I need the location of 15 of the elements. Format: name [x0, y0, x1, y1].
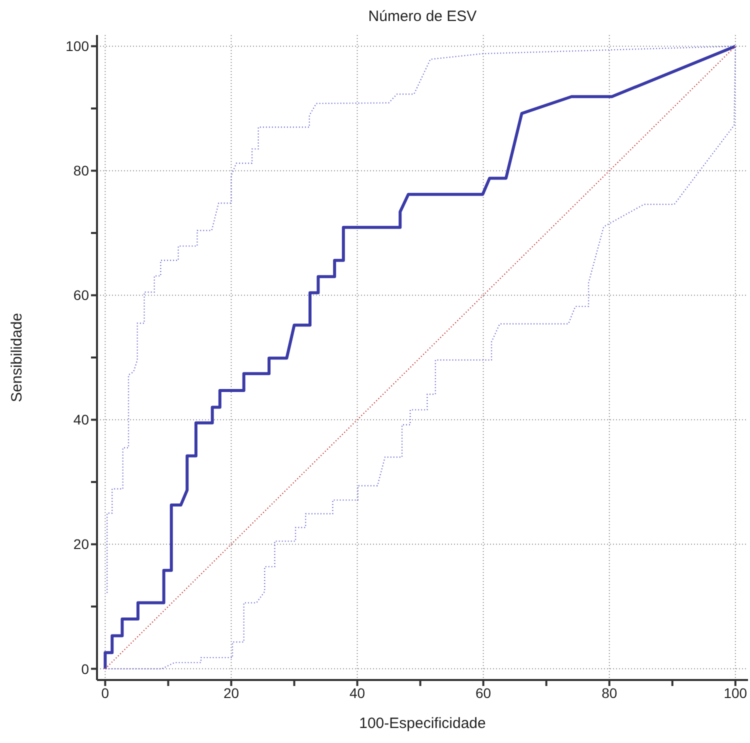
y-tick-label: 60: [73, 287, 90, 304]
chart-title: Número de ESV: [367, 8, 478, 25]
y-tick-label: 80: [73, 162, 90, 179]
x-tick-label: 20: [223, 684, 240, 701]
x-tick-label: 60: [476, 684, 492, 701]
x-axis-title: 100-Especificidade: [359, 715, 486, 732]
y-tick-label: 40: [73, 412, 90, 428]
x-tick-label: 80: [602, 684, 618, 701]
x-tick-label: 0: [101, 684, 110, 701]
y-axis-title: Sensibilidade: [8, 312, 26, 402]
x-tick-label: 40: [349, 684, 366, 701]
y-tick-label: 100: [66, 38, 90, 54]
x-tick-label: 100: [724, 684, 748, 701]
y-tick-label: 0: [81, 660, 90, 677]
y-tick-label: 20: [73, 536, 90, 552]
